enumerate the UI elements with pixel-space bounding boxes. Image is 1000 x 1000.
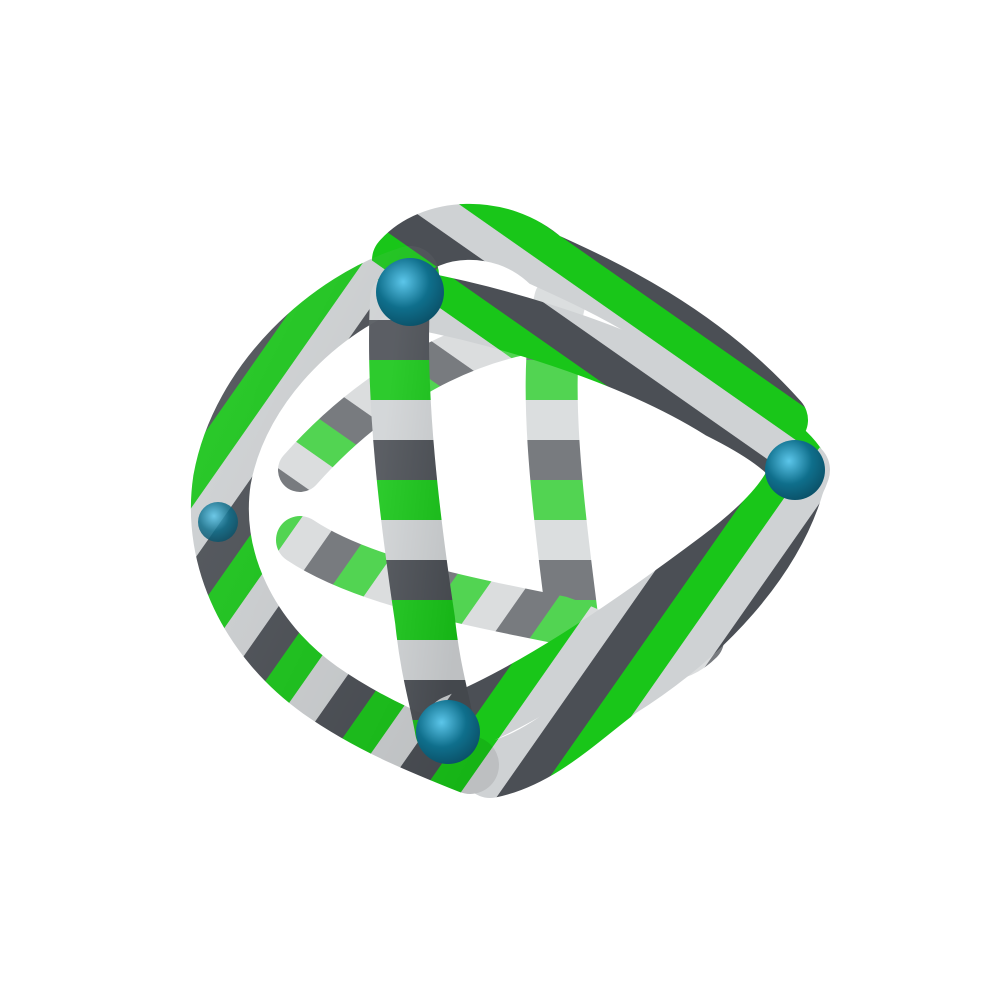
vertex-node-right — [765, 440, 825, 500]
tube-lower-diagonal — [425, 440, 830, 755]
tube-upper-diagonal — [386, 271, 829, 499]
tube-shading — [190, 246, 499, 794]
tube-top-arc — [372, 203, 808, 448]
vertex-node-left — [198, 502, 238, 542]
vertex-node-top — [376, 258, 444, 326]
vertex-nodes — [198, 258, 825, 764]
vertex-node-bottom — [416, 700, 480, 764]
